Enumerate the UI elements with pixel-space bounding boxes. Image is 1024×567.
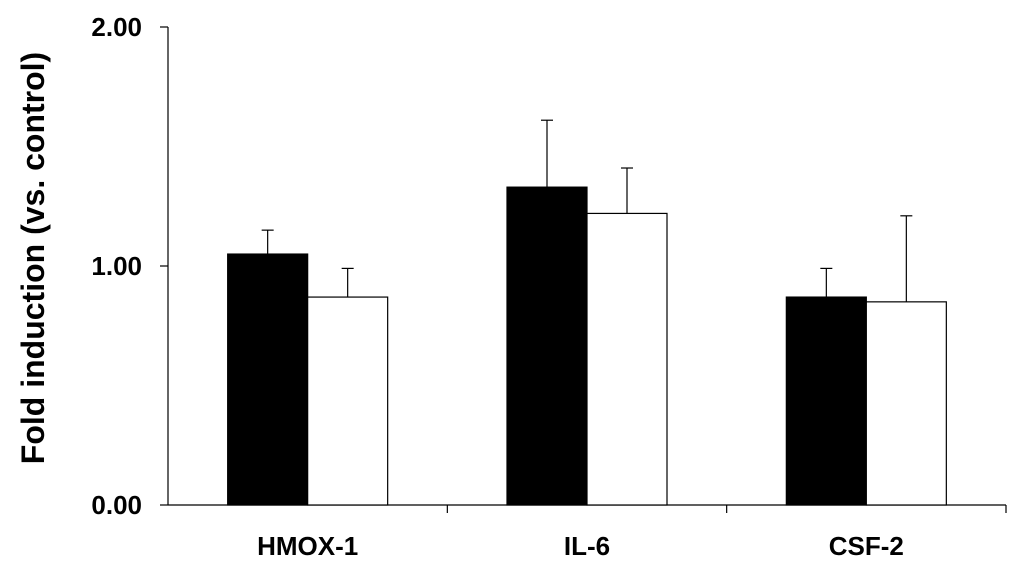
bar bbox=[586, 212, 668, 506]
bar bbox=[785, 296, 867, 506]
x-tick-label: IL-6 bbox=[564, 531, 610, 561]
x-tick-label: HMOX-1 bbox=[257, 531, 358, 561]
y-tick-label: 0.00 bbox=[91, 490, 142, 520]
y-tick-label: 1.00 bbox=[91, 251, 142, 281]
bar bbox=[307, 296, 389, 506]
bar bbox=[506, 186, 588, 506]
plot-area: 0.00 1.00 2.00 HMOX-1 IL-6 CSF-2 bbox=[91, 12, 1007, 561]
y-axis-title: Fold induction (vs. control) bbox=[15, 52, 51, 464]
x-tick-label: CSF-2 bbox=[829, 531, 904, 561]
y-tick-label: 2.00 bbox=[91, 12, 142, 42]
bar bbox=[865, 301, 947, 506]
y-axis-title-group: Fold induction (vs. control) bbox=[15, 52, 51, 464]
bar bbox=[227, 253, 309, 506]
